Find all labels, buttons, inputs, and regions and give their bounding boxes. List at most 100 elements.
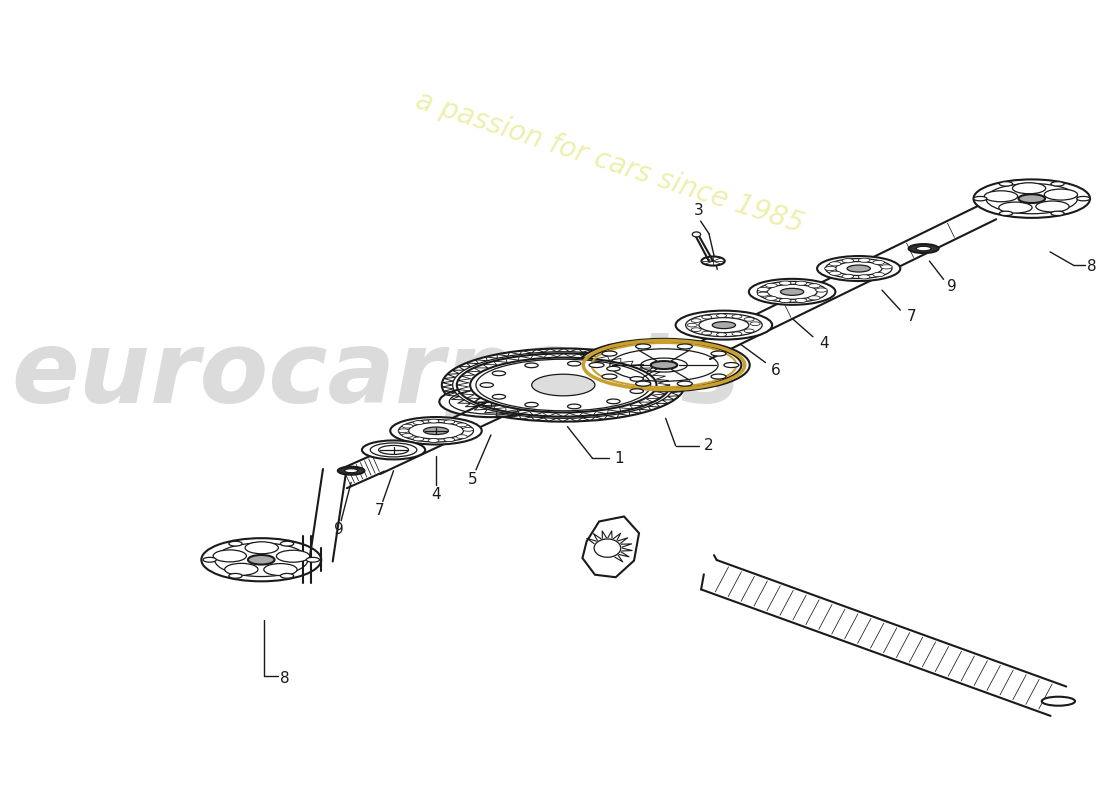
Ellipse shape	[607, 366, 620, 371]
Polygon shape	[310, 469, 346, 562]
Ellipse shape	[999, 202, 1032, 213]
Ellipse shape	[842, 274, 854, 278]
Ellipse shape	[493, 394, 506, 399]
Ellipse shape	[344, 469, 358, 473]
Ellipse shape	[829, 271, 842, 275]
Text: 4: 4	[818, 336, 828, 351]
Ellipse shape	[651, 361, 678, 369]
Ellipse shape	[744, 318, 755, 322]
Text: 8: 8	[1087, 259, 1097, 274]
Ellipse shape	[280, 574, 294, 578]
Ellipse shape	[909, 244, 938, 253]
Ellipse shape	[428, 419, 439, 423]
Text: 8: 8	[279, 671, 289, 686]
Ellipse shape	[678, 381, 692, 386]
Ellipse shape	[201, 538, 321, 582]
Ellipse shape	[999, 182, 1013, 186]
Ellipse shape	[702, 331, 712, 335]
Ellipse shape	[245, 542, 278, 554]
Ellipse shape	[470, 358, 657, 413]
Ellipse shape	[881, 265, 892, 269]
Ellipse shape	[602, 351, 617, 356]
Ellipse shape	[444, 420, 454, 424]
Ellipse shape	[744, 329, 755, 333]
Ellipse shape	[872, 261, 884, 265]
Polygon shape	[339, 454, 384, 488]
Ellipse shape	[444, 438, 454, 442]
Ellipse shape	[586, 342, 741, 388]
Ellipse shape	[758, 287, 769, 291]
Ellipse shape	[678, 344, 692, 349]
Ellipse shape	[1077, 197, 1090, 201]
Ellipse shape	[480, 382, 494, 387]
Ellipse shape	[525, 363, 538, 368]
Ellipse shape	[872, 273, 884, 277]
Ellipse shape	[280, 542, 294, 546]
Ellipse shape	[412, 437, 424, 441]
Text: 7: 7	[908, 310, 916, 324]
Ellipse shape	[795, 281, 806, 286]
Ellipse shape	[362, 441, 426, 459]
Ellipse shape	[276, 550, 310, 562]
Ellipse shape	[974, 197, 987, 201]
Ellipse shape	[766, 283, 777, 287]
Ellipse shape	[825, 266, 836, 270]
Text: 5: 5	[468, 471, 477, 486]
Ellipse shape	[692, 232, 701, 237]
Ellipse shape	[248, 555, 275, 565]
Ellipse shape	[858, 258, 870, 262]
Polygon shape	[582, 517, 639, 578]
Ellipse shape	[439, 386, 542, 417]
Ellipse shape	[264, 563, 297, 575]
Text: 9: 9	[333, 522, 343, 538]
Ellipse shape	[456, 434, 468, 438]
Text: 6: 6	[771, 362, 780, 378]
Ellipse shape	[688, 323, 697, 327]
Ellipse shape	[858, 274, 870, 279]
Ellipse shape	[525, 402, 538, 407]
Ellipse shape	[403, 434, 412, 438]
Ellipse shape	[403, 424, 412, 428]
Ellipse shape	[750, 322, 760, 326]
Ellipse shape	[224, 563, 258, 575]
Text: eurocarparts: eurocarparts	[11, 326, 740, 423]
Ellipse shape	[711, 374, 726, 379]
Ellipse shape	[213, 550, 246, 562]
Polygon shape	[302, 537, 311, 583]
Ellipse shape	[766, 296, 777, 300]
Ellipse shape	[780, 298, 791, 302]
Ellipse shape	[1042, 697, 1075, 706]
Ellipse shape	[630, 389, 644, 394]
Ellipse shape	[781, 288, 804, 295]
Ellipse shape	[711, 351, 726, 356]
Ellipse shape	[229, 574, 242, 578]
Text: 7: 7	[375, 503, 384, 518]
Ellipse shape	[974, 179, 1090, 218]
Ellipse shape	[338, 466, 364, 474]
Ellipse shape	[1050, 211, 1064, 215]
Ellipse shape	[428, 438, 439, 442]
Ellipse shape	[749, 279, 835, 305]
Ellipse shape	[713, 322, 736, 329]
Ellipse shape	[607, 399, 620, 404]
Ellipse shape	[808, 284, 821, 288]
Ellipse shape	[1044, 189, 1078, 200]
Polygon shape	[701, 202, 997, 359]
Ellipse shape	[636, 344, 651, 349]
Text: 9: 9	[947, 278, 957, 294]
Ellipse shape	[630, 377, 644, 382]
Ellipse shape	[424, 427, 449, 434]
Text: 2: 2	[704, 438, 714, 454]
Text: a passion for cars since 1985: a passion for cars since 1985	[411, 86, 806, 239]
Ellipse shape	[724, 362, 739, 367]
Ellipse shape	[847, 265, 870, 272]
Ellipse shape	[691, 318, 701, 322]
Ellipse shape	[691, 328, 701, 331]
Ellipse shape	[817, 256, 900, 281]
Ellipse shape	[758, 292, 769, 296]
Ellipse shape	[590, 362, 604, 367]
Ellipse shape	[568, 404, 581, 409]
Ellipse shape	[390, 417, 482, 445]
Ellipse shape	[229, 542, 242, 546]
Ellipse shape	[306, 558, 319, 562]
